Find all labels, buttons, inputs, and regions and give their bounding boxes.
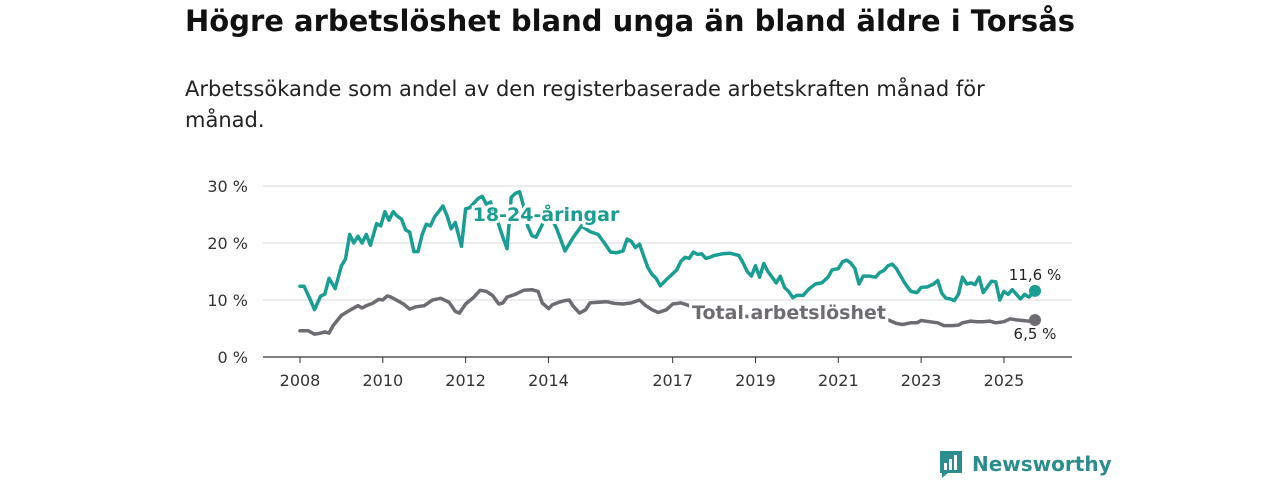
x-tick-label: 2010 (362, 371, 403, 390)
x-tick-label: 2008 (280, 371, 321, 390)
chart-title: Högre arbetslöshet bland unga än bland ä… (185, 4, 1076, 38)
end-label-youth: 11,6 % (1009, 266, 1061, 284)
x-tick-label: 2025 (984, 371, 1025, 390)
x-tick-label: 2021 (818, 371, 859, 390)
x-tick-label: 2017 (652, 371, 693, 390)
x-tick-label: 2014 (528, 371, 569, 390)
newsworthy-logo-text: Newsworthy (972, 452, 1112, 476)
y-tick-label: 0 % (218, 348, 248, 367)
series-line-youth (298, 189, 1037, 312)
x-tick-label: 2012 (445, 371, 486, 390)
end-point-youth (1029, 284, 1041, 297)
series-line-total (298, 287, 1037, 336)
x-tick-label: 2023 (901, 371, 942, 390)
x-tick-label: 2019 (735, 371, 776, 390)
end-label-total: 6,5 % (1014, 325, 1057, 343)
newsworthy-logo: Newsworthy (938, 447, 1112, 481)
series-label-total: Total arbetslöshet (692, 302, 886, 324)
end-point-total (1029, 313, 1041, 326)
y-tick-label: 20 % (207, 234, 248, 253)
newsworthy-logo-icon (940, 451, 962, 478)
y-tick-label: 30 % (207, 177, 248, 196)
series-label-youth: 18-24-åringar (473, 202, 620, 226)
chart-subtitle: Arbetssökande som andel av den registerb… (185, 77, 985, 132)
y-tick-label: 10 % (207, 291, 248, 310)
